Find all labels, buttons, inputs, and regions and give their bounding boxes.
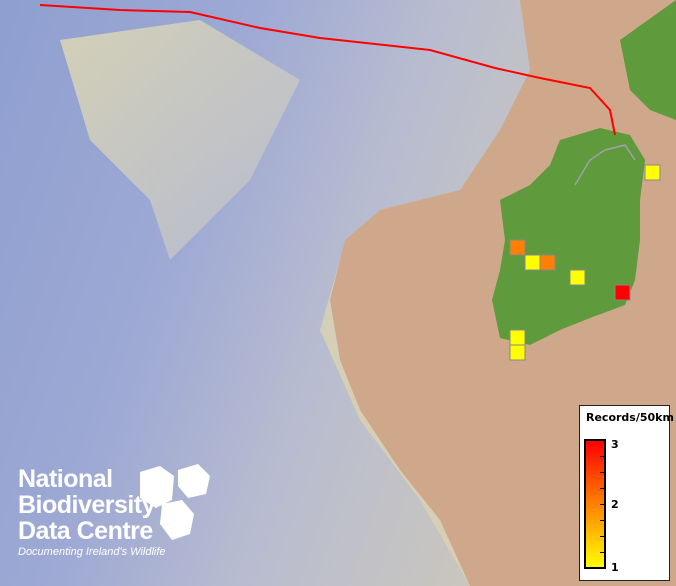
nbdc-logo: National Biodiversity Data Centre Docume… <box>18 466 166 558</box>
eez-boundary <box>39 4 616 136</box>
record-cell[interactable] <box>509 329 526 346</box>
record-cell[interactable] <box>539 254 556 271</box>
record-cells <box>509 164 661 361</box>
logo-line-2: Biodiversity <box>18 491 156 519</box>
ni-border <box>574 144 636 186</box>
record-cell[interactable] <box>569 269 586 286</box>
legend: Records/50km 3 2 1 <box>579 405 674 581</box>
legend-max-label: 3 <box>611 438 619 451</box>
logo-hexagon-icon <box>140 464 210 540</box>
record-cell[interactable] <box>524 254 541 271</box>
ireland-landmass <box>492 128 645 345</box>
logo-line-1: National <box>18 465 113 493</box>
record-cell[interactable] <box>644 164 661 181</box>
record-cell[interactable] <box>614 284 631 301</box>
record-cell[interactable] <box>509 344 526 361</box>
legend-min-label: 1 <box>611 561 619 574</box>
logo-tagline: Documenting Ireland's Wildlife <box>18 546 166 558</box>
legend-color-ramp <box>584 439 606 569</box>
legend-title: Records/50km <box>586 411 674 424</box>
logo-line-3: Data Centre <box>18 517 153 545</box>
shelf-ridge <box>60 20 300 260</box>
scotland-landmass <box>620 0 676 120</box>
legend-mid-label: 2 <box>611 498 619 511</box>
record-cell[interactable] <box>509 239 526 256</box>
